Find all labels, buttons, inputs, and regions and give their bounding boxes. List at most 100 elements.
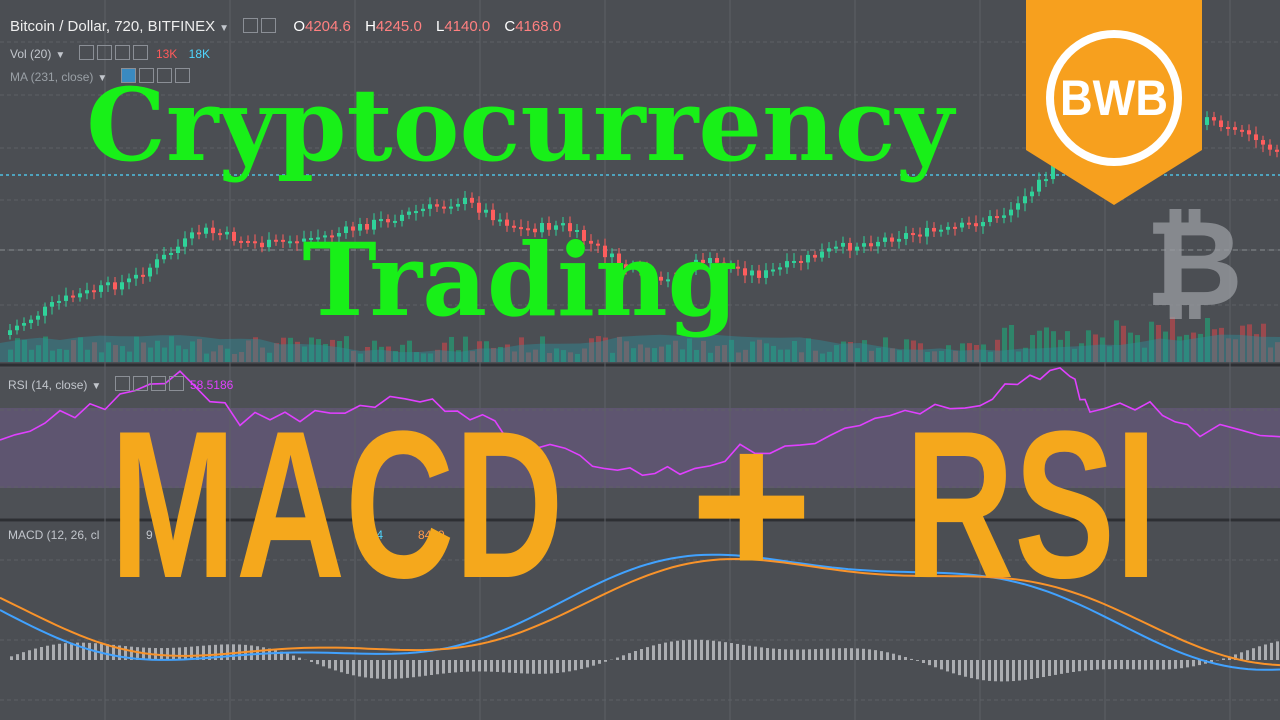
volume-bar [1030,335,1035,362]
macd-histogram-bar [1264,644,1267,660]
chevron-down-icon[interactable]: ▼ [91,381,102,392]
volume-bar [1135,335,1140,362]
candle [141,274,145,277]
macd-label[interactable]: MACD (12, 26, cl [8,528,100,542]
candle [715,258,719,263]
candle [470,197,474,203]
hide-icon[interactable] [96,45,112,60]
volume-bar [631,348,636,362]
macd-histogram-bar [748,645,751,660]
candle [603,245,607,258]
macd-histogram-bar [370,660,373,679]
macd-histogram-bar [310,660,313,662]
candle [890,237,894,242]
candle [638,265,642,270]
volume-bar [134,336,139,362]
candle [806,254,810,263]
settings-icon[interactable] [243,18,259,33]
candle [1261,140,1265,145]
visible-icon[interactable] [120,68,136,83]
volume-bar [1233,339,1238,362]
settings-icon[interactable] [78,45,94,60]
macd-histogram-bar [820,648,823,660]
candle [1226,127,1230,130]
volume-bar [715,345,720,362]
candle [582,230,586,241]
volume-bar [288,337,293,362]
settings-icon[interactable] [114,376,130,391]
volume-bar [113,345,118,362]
symbol-label[interactable]: Bitcoin / Dollar, 720, BITFINEX [10,18,216,35]
macd-histogram-bar [1114,660,1117,670]
candle [1275,149,1279,152]
macd-histogram-bar [400,660,403,679]
candle [295,241,299,244]
title-line-1: Cryptocurrency [86,66,954,184]
macd-histogram-bar [1198,660,1201,666]
candle [876,241,880,247]
macd-histogram-bar [358,660,361,677]
add-icon[interactable] [156,68,172,83]
volume-bar [85,349,90,362]
macd-histogram-bar [1102,660,1105,670]
rsi-indicator: RSI (14, close) ▼ 58.5186 [8,376,233,392]
candle [736,266,740,269]
candle [1205,117,1209,125]
candle [183,238,187,247]
volume-bar [757,339,762,362]
macd-histogram-bar [106,644,109,660]
macd-histogram-bar [226,644,229,660]
volume-bar [953,350,958,362]
macd-histogram-bar [406,660,409,678]
macd-histogram-bar [838,648,841,660]
close-icon[interactable] [132,45,148,60]
add-icon[interactable] [114,45,130,60]
volume-bar [512,351,517,362]
macd-histogram-bar [988,660,991,681]
volume-bar [946,345,951,362]
volume-bar [267,352,272,362]
add-icon[interactable] [150,376,166,391]
volume-bar [407,340,412,362]
rsi-label[interactable]: RSI (14, close) [8,378,88,392]
candle [652,276,656,279]
vol-label[interactable]: Vol (20) [10,47,52,61]
candle [589,240,593,244]
volume-bar [883,337,888,362]
candle [568,223,572,232]
candle [988,216,992,223]
volume-bar [1107,346,1112,362]
candle [610,253,614,258]
chevron-down-icon[interactable]: ▼ [55,50,66,61]
macd-histogram-bar [664,642,667,660]
macd-histogram-bar [118,645,121,660]
close-icon[interactable] [174,68,190,83]
volume-bar [22,339,27,362]
macd-histogram-bar [46,645,49,660]
hide-icon[interactable] [132,376,148,391]
volume-bar [309,337,314,362]
volume-bar [295,341,300,362]
macd-histogram-bar [1258,646,1261,660]
chevron-down-icon[interactable]: ▼ [97,73,108,84]
chevron-down-icon[interactable]: ▼ [219,23,229,34]
candle [400,214,404,221]
low-label: L [435,18,445,35]
macd-histogram-bar [586,660,589,668]
macd-histogram-bar [964,660,967,677]
macd-histogram-bar [658,643,661,660]
volume-bar [1254,334,1259,362]
candle [120,282,124,290]
volume-bar [64,349,69,362]
volume-bar [141,342,146,362]
volume-bar [967,343,972,362]
macd-histogram-bar [688,639,691,660]
ma-label[interactable]: MA (231, close) [10,70,94,84]
hide-icon[interactable] [261,18,277,33]
volume-bar [1009,325,1014,362]
close-icon[interactable] [168,376,184,391]
candle [1177,121,1181,126]
candle [169,253,173,256]
candle [1219,120,1223,128]
settings-icon[interactable] [138,68,154,83]
